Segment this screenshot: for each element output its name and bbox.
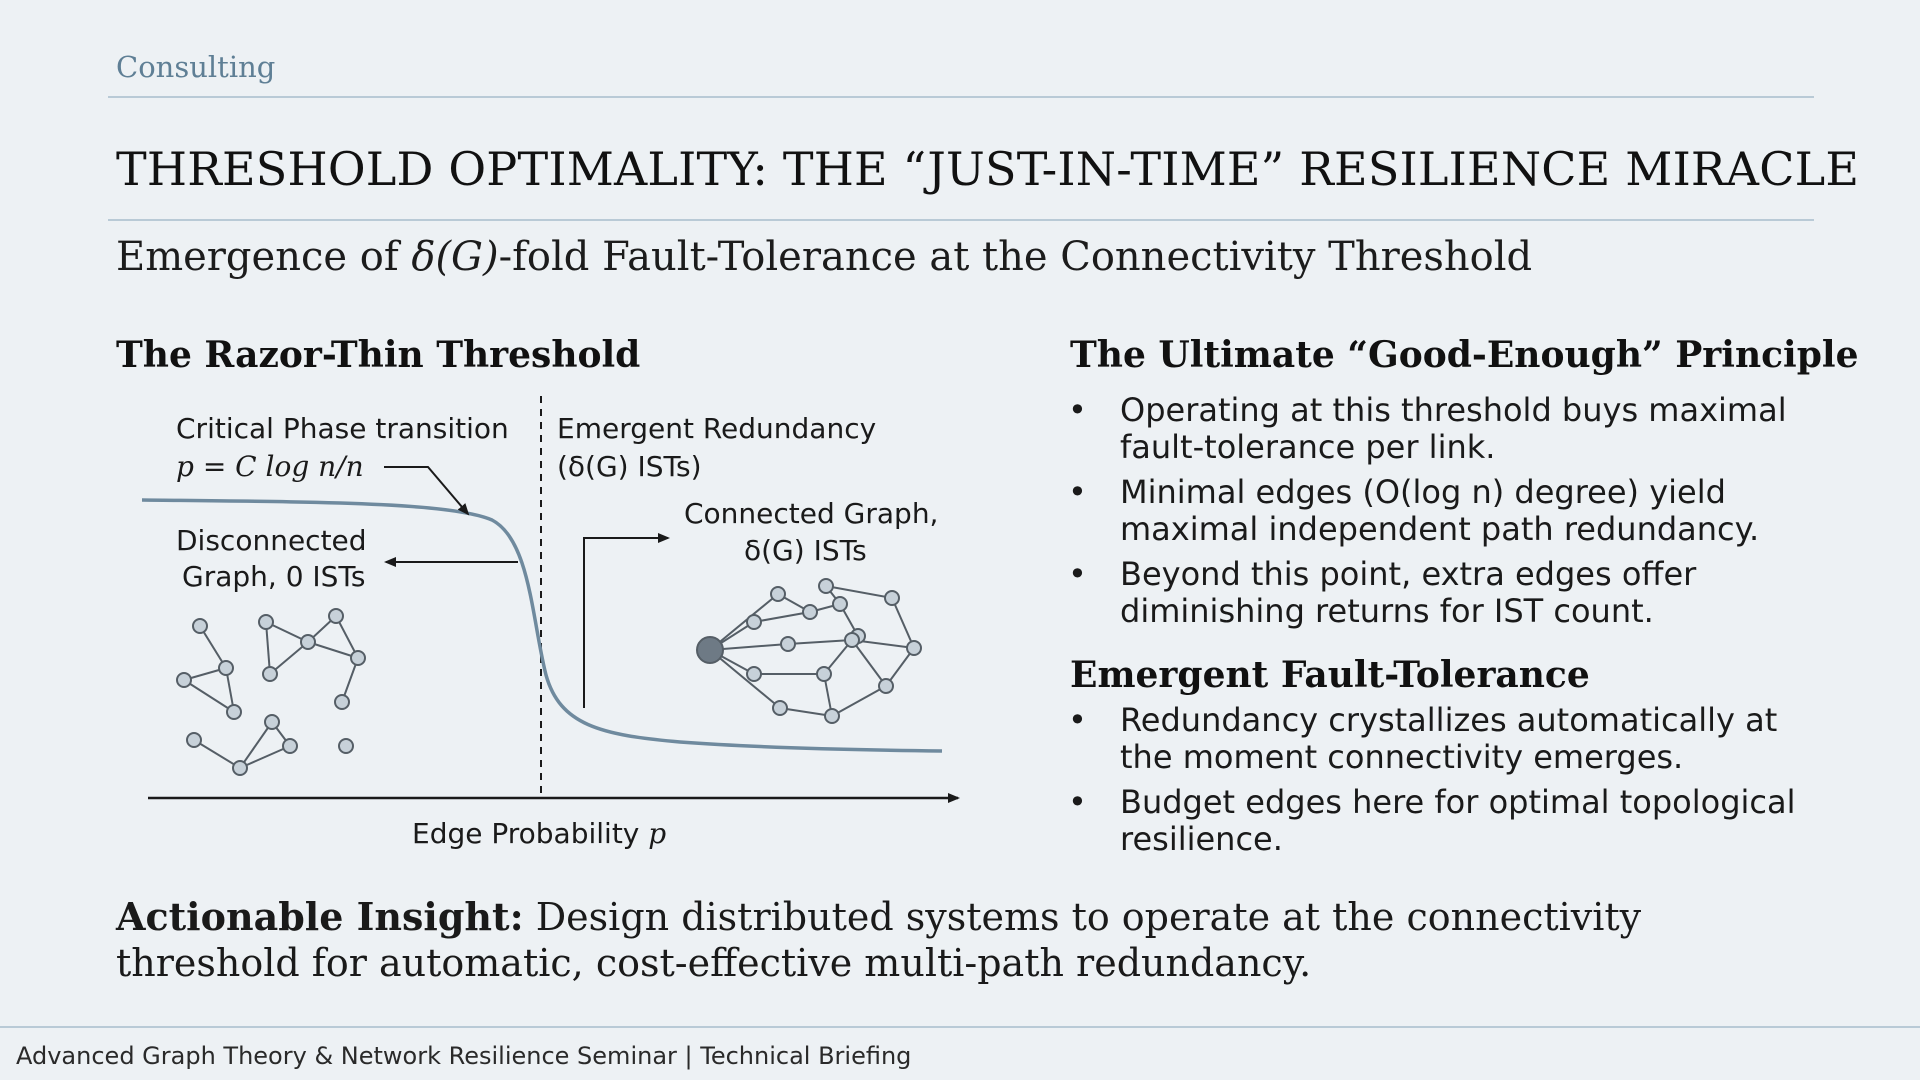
- connected-label-line2: δ(G) ISTs: [744, 534, 867, 567]
- subtitle-prefix: Emergence of: [116, 234, 412, 280]
- critical-pointer-arrow: [384, 466, 470, 516]
- list-item: Beyond this point, extra edges offer dim…: [1068, 556, 1808, 630]
- emergent-redundancy-sub: (δ(G) ISTs): [557, 450, 702, 483]
- right-section-heading-1: The Ultimate “Good-Enough” Principle: [1070, 334, 1859, 376]
- x-axis-label: Edge Probability p: [412, 817, 666, 850]
- footer-text: Advanced Graph Theory & Network Resilien…: [16, 1042, 912, 1070]
- slide-title: THRESHOLD OPTIMALITY: THE “JUST-IN-TIME”…: [116, 142, 1860, 196]
- threshold-diagram: Critical Phase transition p = C log n/n …: [120, 390, 980, 860]
- connected-label-line1: Connected Graph,: [684, 497, 938, 530]
- disconnected-label-line1: Disconnected: [176, 524, 367, 557]
- connected-arrow: [583, 533, 670, 708]
- threshold-diagram-svg: Critical Phase transition p = C log n/n …: [141, 396, 960, 850]
- phase-transition-curve: [141, 498, 943, 753]
- list-item: Operating at this threshold buys maximal…: [1068, 392, 1808, 466]
- header-divider-bottom: [108, 219, 1814, 221]
- list-item: Minimal edges (O(log n) degree) yield ma…: [1068, 474, 1808, 548]
- disconnected-graph: [176, 608, 366, 776]
- critical-formula: p = C log n/n: [176, 450, 364, 483]
- critical-phase-label: Critical Phase transition: [176, 412, 509, 445]
- insight-text: Design distributed systems to operate at…: [116, 895, 1642, 985]
- disconnected-label-line2: Graph, 0 ISTs: [182, 560, 366, 593]
- actionable-insight: Actionable Insight: Design distributed s…: [116, 894, 1836, 986]
- list-item: Redundancy crystallizes automatically at…: [1068, 702, 1808, 776]
- header-divider-top: [108, 96, 1814, 98]
- fault-tolerance-bullet-list: Redundancy crystallizes automatically at…: [1068, 702, 1808, 866]
- footer-divider: [0, 1026, 1920, 1028]
- right-section-heading-2: Emergent Fault-Tolerance: [1070, 654, 1590, 696]
- emergent-redundancy-label: Emergent Redundancy: [557, 412, 876, 445]
- slide-category: Consulting: [116, 50, 276, 84]
- subtitle-suffix: -fold Fault-Tolerance at the Connectivit…: [498, 234, 1533, 280]
- slide-subtitle: Emergence of δ(G)-fold Fault-Tolerance a…: [116, 234, 1532, 280]
- left-section-heading: The Razor-Thin Threshold: [116, 334, 641, 376]
- good-enough-bullet-list: Operating at this threshold buys maximal…: [1068, 392, 1808, 638]
- subtitle-math: δ(G): [411, 234, 499, 280]
- list-item: Budget edges here for optimal topologica…: [1068, 784, 1808, 858]
- insight-label: Actionable Insight:: [116, 894, 524, 939]
- connected-graph: [696, 578, 922, 724]
